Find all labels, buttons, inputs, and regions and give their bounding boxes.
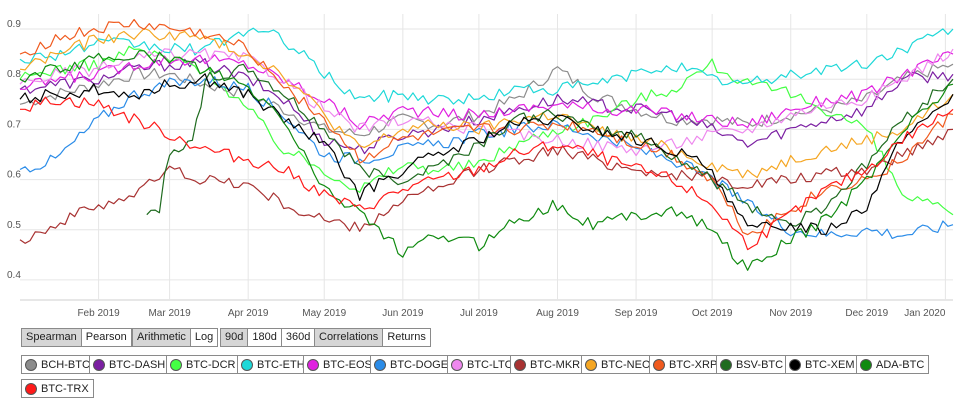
pearson-button[interactable]: Pearson (81, 329, 131, 346)
correlation-line-chart: 0.9 0.8 0.7 0.6 0.5 0.4 Feb 2019 Mar 2019 Apr 20… (7, 14, 954, 319)
legend-label: BSV-BTC (736, 358, 784, 371)
scale-toggle: Arithmetic Log (132, 328, 219, 347)
legend-label: ADA-BTC (876, 358, 925, 371)
series-line-btc-dash (19, 57, 954, 155)
y-tick-label: 0.7 (7, 119, 21, 130)
legend-label: BTC-DCR (186, 358, 236, 371)
returns-button[interactable]: Returns (383, 329, 430, 346)
series-line-btc-dcr (19, 45, 954, 216)
series-line-btc-ltc (19, 48, 954, 157)
series-line-btc-trx (20, 96, 954, 251)
legend-label: BTC-LTC (467, 358, 513, 371)
legend-label: BTC-XEM (805, 358, 855, 371)
x-tick-label: Jun 2019 (382, 308, 424, 319)
legend-label: BTC-NEO (601, 358, 651, 371)
axis-ticks: 0.9 0.8 0.7 0.6 0.5 0.4 Feb 2019 Mar 2019 Apr 20… (7, 19, 946, 319)
series-lines (19, 18, 954, 271)
legend-label: BTC-XRP (669, 358, 718, 371)
legend-label: BTC-MKR (530, 358, 581, 371)
legend-swatch (653, 358, 665, 371)
legend-label: BTC-DASH (109, 358, 166, 371)
legend-label: BTC-DOGE (390, 358, 449, 371)
legend-swatch (241, 358, 253, 371)
correlations-button[interactable]: Correlations (315, 329, 384, 346)
x-tick-label: Dec 2019 (845, 308, 888, 319)
legend-label: BTC-EOS (323, 358, 372, 371)
window-360d-button[interactable]: 360d (281, 329, 315, 346)
method-toggle: Spearman Pearson (21, 328, 132, 347)
legend-item-btc-neo[interactable]: BTC-NEO (581, 355, 656, 374)
legend-swatch (25, 358, 37, 371)
legend-swatch (860, 358, 872, 371)
spearman-button[interactable]: Spearman (22, 329, 82, 346)
legend-item-btc-doge[interactable]: BTC-DOGE (370, 355, 454, 374)
x-tick-label: May 2019 (302, 308, 346, 319)
series-line-btc-eth (19, 27, 954, 105)
legend-item-bsv-btc[interactable]: BSV-BTC (716, 355, 789, 374)
series-line-btc-xem (19, 73, 954, 235)
legend-item-btc-dcr[interactable]: BTC-DCR (166, 355, 241, 374)
legend-item-btc-eth[interactable]: BTC-ETH (237, 355, 310, 374)
legend-swatch (307, 358, 319, 371)
grid (20, 14, 953, 301)
series-line-btc-xrp (19, 18, 954, 236)
y-tick-label: 0.4 (7, 270, 21, 281)
legend-item-btc-ltc[interactable]: BTC-LTC (447, 355, 518, 374)
window-90d-button[interactable]: 90d (221, 329, 249, 346)
legend-item-bch-btc[interactable]: BCH-BTC (21, 355, 95, 374)
window-180d-button[interactable]: 180d (248, 329, 282, 346)
legend-item-btc-trx[interactable]: BTC-TRX (21, 379, 94, 398)
legend-swatch (374, 358, 386, 371)
x-tick-label: Feb 2019 (77, 308, 120, 319)
series-line-btc-eos (20, 51, 954, 130)
legend-swatch (25, 382, 37, 395)
legend-item-btc-mkr[interactable]: BTC-MKR (510, 355, 586, 374)
view-toggle: Correlations Returns (314, 328, 431, 347)
legend-swatch (514, 358, 526, 371)
series-line-bsv-btc (146, 63, 954, 227)
legend-item-btc-xrp[interactable]: BTC-XRP (649, 355, 723, 374)
legend-swatch (789, 358, 801, 371)
window-toggle: 90d 180d 360d (220, 328, 316, 347)
x-tick-label: Jul 2019 (460, 308, 498, 319)
x-tick-label: Jan 2020 (904, 308, 946, 319)
y-tick-label: 0.5 (7, 220, 21, 231)
arithmetic-button[interactable]: Arithmetic (133, 329, 191, 346)
legend-swatch (170, 358, 182, 371)
legend-item-btc-xem[interactable]: BTC-XEM (785, 355, 860, 374)
y-tick-label: 0.8 (7, 69, 21, 80)
series-line-btc-neo (19, 27, 954, 179)
series-line-ada-btc (19, 50, 954, 271)
x-tick-label: Aug 2019 (536, 308, 579, 319)
legend-item-btc-dash[interactable]: BTC-DASH (89, 355, 171, 374)
x-tick-label: Sep 2019 (615, 308, 658, 319)
x-tick-label: Apr 2019 (228, 308, 269, 319)
y-tick-label: 0.9 (7, 19, 21, 30)
x-tick-label: Oct 2019 (692, 308, 733, 319)
log-button[interactable]: Log (190, 329, 218, 346)
legend-label: BTC-ETH (257, 358, 305, 371)
y-tick-label: 0.6 (7, 170, 21, 181)
legend-item-ada-btc[interactable]: ADA-BTC (856, 355, 930, 374)
series-line-bch-btc (19, 63, 954, 137)
x-tick-label: Mar 2019 (148, 308, 191, 319)
legend-swatch (451, 358, 463, 371)
legend-swatch (585, 358, 597, 371)
legend-swatch (93, 358, 105, 371)
legend-label: BTC-TRX (41, 382, 89, 395)
legend-label: BCH-BTC (41, 358, 90, 371)
x-tick-label: Nov 2019 (769, 308, 812, 319)
legend-item-btc-eos[interactable]: BTC-EOS (303, 355, 377, 374)
legend-swatch (720, 358, 732, 371)
